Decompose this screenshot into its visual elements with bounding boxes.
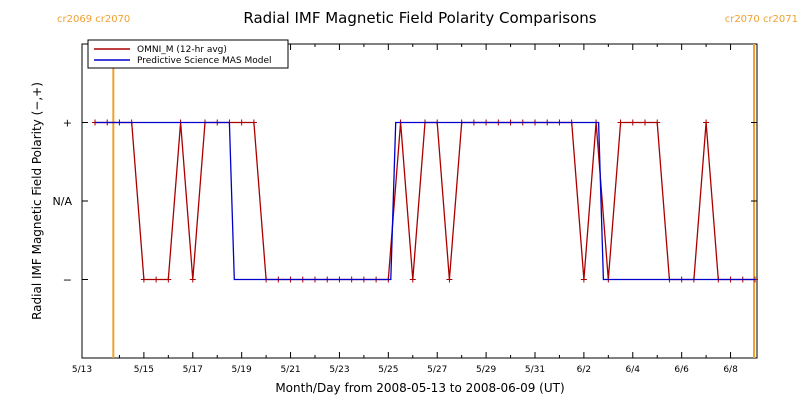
data-point xyxy=(642,119,648,126)
y-tick-label: − xyxy=(63,274,72,287)
x-tick-label: 5/13 xyxy=(72,365,92,375)
data-point xyxy=(446,276,453,283)
x-tick-label: 5/15 xyxy=(134,365,154,375)
x-tick-label: 5/19 xyxy=(232,365,252,375)
x-tick-label: 5/27 xyxy=(427,365,447,375)
carrington-label: cr2070 cr2071 xyxy=(725,14,798,25)
x-tick-label: 6/2 xyxy=(577,365,591,375)
legend: OMNI_M (12-hr avg) Predictive Science MA… xyxy=(87,39,289,69)
series-line-1 xyxy=(95,121,755,281)
y-axis-ticks: + N/A − xyxy=(53,117,757,287)
legend-label-mas: Predictive Science MAS Model xyxy=(137,56,272,66)
data-point xyxy=(238,119,245,126)
x-tick-label: 5/17 xyxy=(183,365,203,375)
legend-label-omni: OMNI_M (12-hr avg) xyxy=(137,45,227,55)
x-tick-label: 6/6 xyxy=(674,365,689,375)
data-point xyxy=(250,119,257,126)
y-axis-label: Radial IMF Magnetic Field Polarity (−,+) xyxy=(30,82,44,320)
carrington-label: cr2069 cr2070 xyxy=(57,14,130,25)
data-point xyxy=(617,119,624,126)
data-point xyxy=(654,119,661,126)
x-tick-label: 5/29 xyxy=(476,365,496,375)
data-point xyxy=(703,119,710,126)
x-tick-label: 5/21 xyxy=(280,365,300,375)
x-tick-label: 5/31 xyxy=(525,365,545,375)
x-tick-label: 6/4 xyxy=(626,365,641,375)
chart-title: Radial IMF Magnetic Field Polarity Compa… xyxy=(243,9,596,27)
legend-box xyxy=(87,39,289,69)
series-layer xyxy=(92,119,758,283)
x-axis-ticks: 5/13 5/15 5/17 5/19 5/21 5/23 5/25 5/27 5/29 5/31… xyxy=(72,44,738,375)
y-tick-label: N/A xyxy=(53,195,73,208)
x-tick-label: 5/25 xyxy=(378,365,398,375)
y-tick-label: + xyxy=(63,117,72,130)
data-point xyxy=(153,276,160,283)
data-point xyxy=(629,119,636,126)
x-tick-label: 6/8 xyxy=(723,365,738,375)
data-point xyxy=(580,276,587,283)
x-tick-label: 5/23 xyxy=(329,365,349,375)
data-point xyxy=(189,276,196,283)
data-point xyxy=(165,276,172,283)
data-point xyxy=(409,276,416,283)
data-point xyxy=(140,276,147,283)
x-axis-label: Month/Day from 2008-05-13 to 2008-06-09 … xyxy=(275,381,564,395)
